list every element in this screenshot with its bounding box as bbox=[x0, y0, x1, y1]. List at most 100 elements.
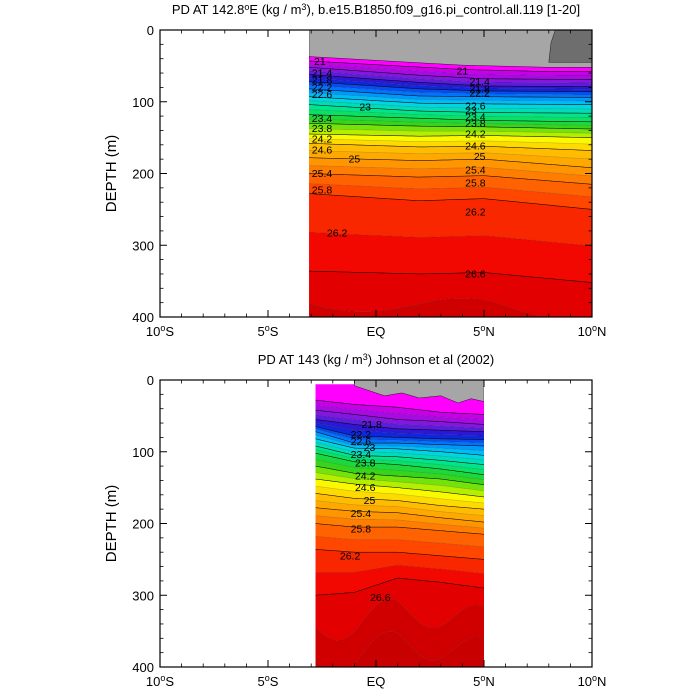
density-band bbox=[315, 423, 484, 440]
contour-line bbox=[309, 104, 592, 114]
density-band bbox=[315, 426, 484, 443]
density-band bbox=[309, 298, 546, 317]
y-tick-label: 100 bbox=[132, 445, 154, 460]
x-tick-label: 10oS bbox=[146, 673, 174, 689]
contour-line bbox=[315, 459, 484, 480]
land-region bbox=[548, 30, 592, 63]
density-band bbox=[315, 400, 484, 420]
density-band bbox=[315, 536, 484, 560]
density-band bbox=[309, 92, 592, 105]
contour-line bbox=[315, 564, 484, 574]
panel-title-observed: PD AT 143 (kg / m3) Johnson et al (2002) bbox=[258, 352, 495, 367]
y-tick-label: 0 bbox=[147, 23, 154, 38]
contour-line bbox=[309, 74, 592, 87]
bottom-panel-observed: PD AT 143 (kg / m3) Johnson et al (2002)… bbox=[103, 352, 606, 689]
contour-label: 22.2 bbox=[469, 88, 490, 100]
contour-line bbox=[315, 422, 484, 436]
density-band bbox=[315, 507, 484, 529]
contour-label: 25.8 bbox=[465, 177, 486, 189]
x-tick-label: EQ bbox=[367, 674, 386, 689]
contour-label: 23.4 bbox=[312, 113, 333, 125]
contour-label: 21 bbox=[314, 56, 326, 68]
contour-line bbox=[315, 631, 484, 667]
contour-line bbox=[315, 549, 484, 560]
missing-region bbox=[309, 30, 592, 68]
contour-label: 23 bbox=[359, 101, 371, 113]
density-band bbox=[315, 500, 484, 523]
density-band bbox=[315, 449, 484, 475]
contour-line bbox=[315, 449, 484, 470]
contour-line bbox=[315, 577, 484, 596]
density-band bbox=[315, 435, 484, 456]
contour-label: 22.6 bbox=[312, 89, 333, 101]
contour-line bbox=[309, 123, 592, 130]
density-band bbox=[315, 599, 484, 667]
density-band bbox=[309, 60, 592, 76]
density-field bbox=[315, 380, 484, 667]
missing-region bbox=[354, 380, 484, 404]
x-tick-label: 5oS bbox=[258, 323, 279, 339]
density-band bbox=[315, 549, 484, 574]
density-band bbox=[315, 631, 484, 667]
contour-line bbox=[309, 128, 592, 134]
contour-line bbox=[309, 173, 592, 185]
y-axis-label: DEPTH (m) bbox=[103, 135, 120, 213]
contour-label: 21.4 bbox=[312, 68, 333, 80]
contour-line bbox=[309, 157, 592, 168]
contour-line bbox=[309, 63, 592, 76]
density-band bbox=[315, 578, 484, 641]
density-band bbox=[309, 134, 592, 145]
contour-line bbox=[315, 442, 484, 461]
contour-label: 21 bbox=[457, 65, 469, 77]
contour-line bbox=[315, 493, 484, 510]
density-band bbox=[309, 88, 592, 102]
contour-label: 23.8 bbox=[312, 123, 333, 135]
contour-label: 25.8 bbox=[351, 524, 372, 536]
density-band bbox=[309, 85, 592, 98]
contour-line bbox=[315, 599, 484, 641]
density-band bbox=[315, 410, 484, 429]
y-tick-label: 400 bbox=[132, 310, 154, 325]
density-band bbox=[315, 523, 484, 547]
density-band bbox=[309, 330, 592, 351]
contour-line bbox=[315, 445, 484, 465]
density-band bbox=[309, 143, 592, 160]
x-tick-label: EQ bbox=[367, 324, 386, 339]
contour-label: 24.6 bbox=[355, 482, 376, 494]
density-band bbox=[315, 414, 484, 432]
contour-line bbox=[315, 414, 484, 429]
y-tick-label: 200 bbox=[132, 517, 154, 532]
contour-line bbox=[315, 453, 484, 475]
contour-label: 26.2 bbox=[340, 550, 361, 562]
contour-label: 26.2 bbox=[327, 228, 348, 240]
contour-label: 25.4 bbox=[465, 164, 486, 176]
y-tick-label: 300 bbox=[132, 238, 154, 253]
contour-label: 21.8 bbox=[312, 75, 333, 87]
y-tick-label: 400 bbox=[132, 660, 154, 675]
density-band bbox=[309, 118, 592, 130]
contour-line bbox=[315, 486, 484, 504]
x-tick-label: 10oS bbox=[146, 323, 174, 339]
contour-label: 21.8 bbox=[361, 419, 382, 431]
contour-line bbox=[315, 536, 484, 547]
density-band bbox=[309, 114, 592, 126]
density-band bbox=[309, 150, 592, 168]
contour-label: 25 bbox=[364, 495, 376, 507]
contour-label: 23.4 bbox=[351, 449, 372, 461]
contour-label: 25 bbox=[349, 154, 361, 166]
density-band bbox=[309, 70, 592, 87]
contour-label: 21.4 bbox=[469, 76, 490, 88]
y-tick-label: 0 bbox=[147, 373, 154, 388]
density-band bbox=[309, 78, 592, 92]
contour-line bbox=[315, 515, 484, 529]
contour-label: 22.6 bbox=[465, 101, 486, 113]
density-band bbox=[309, 165, 592, 185]
contour-line bbox=[309, 96, 592, 105]
contour-line bbox=[315, 409, 484, 425]
contour-line bbox=[315, 428, 484, 443]
contour-label: 26.6 bbox=[465, 268, 486, 280]
contour-line bbox=[309, 330, 592, 352]
contour-line bbox=[309, 232, 592, 247]
contour-line bbox=[309, 114, 592, 122]
